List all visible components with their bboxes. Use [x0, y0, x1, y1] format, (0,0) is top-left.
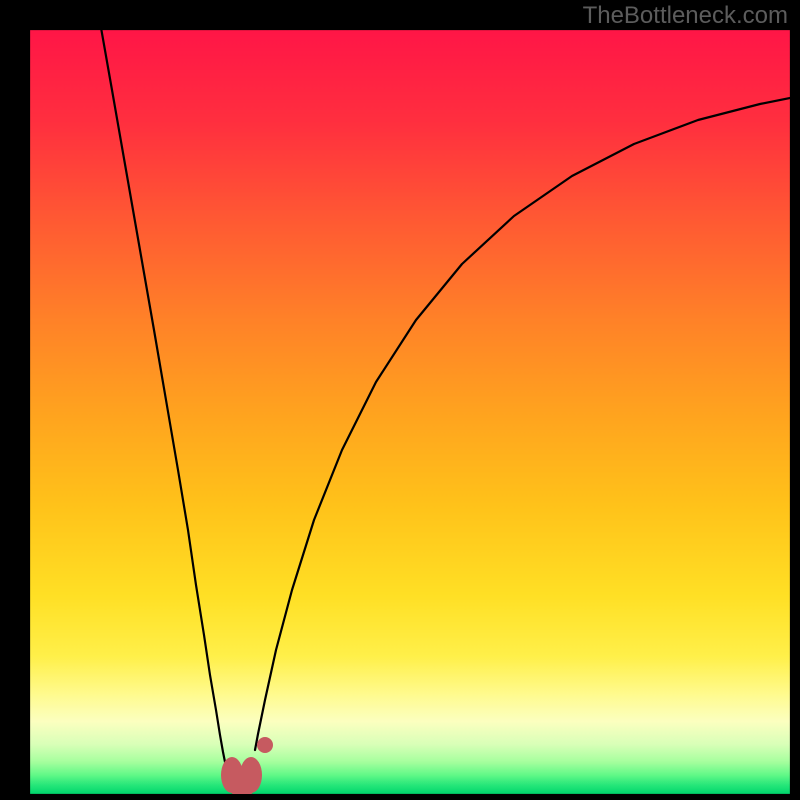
- frame-border-right: [790, 0, 800, 800]
- valley-marker: [221, 737, 273, 795]
- valley-bridge: [230, 780, 254, 795]
- curve-left-arm: [100, 22, 225, 762]
- valley-dot: [257, 737, 273, 753]
- frame-border-left: [0, 0, 30, 800]
- watermark-text: TheBottleneck.com: [583, 2, 788, 30]
- chart-stage: TheBottleneck.com: [0, 0, 800, 800]
- curve-right-arm: [255, 96, 800, 750]
- plot-layer: [0, 0, 800, 800]
- frame-border-bottom: [0, 794, 800, 800]
